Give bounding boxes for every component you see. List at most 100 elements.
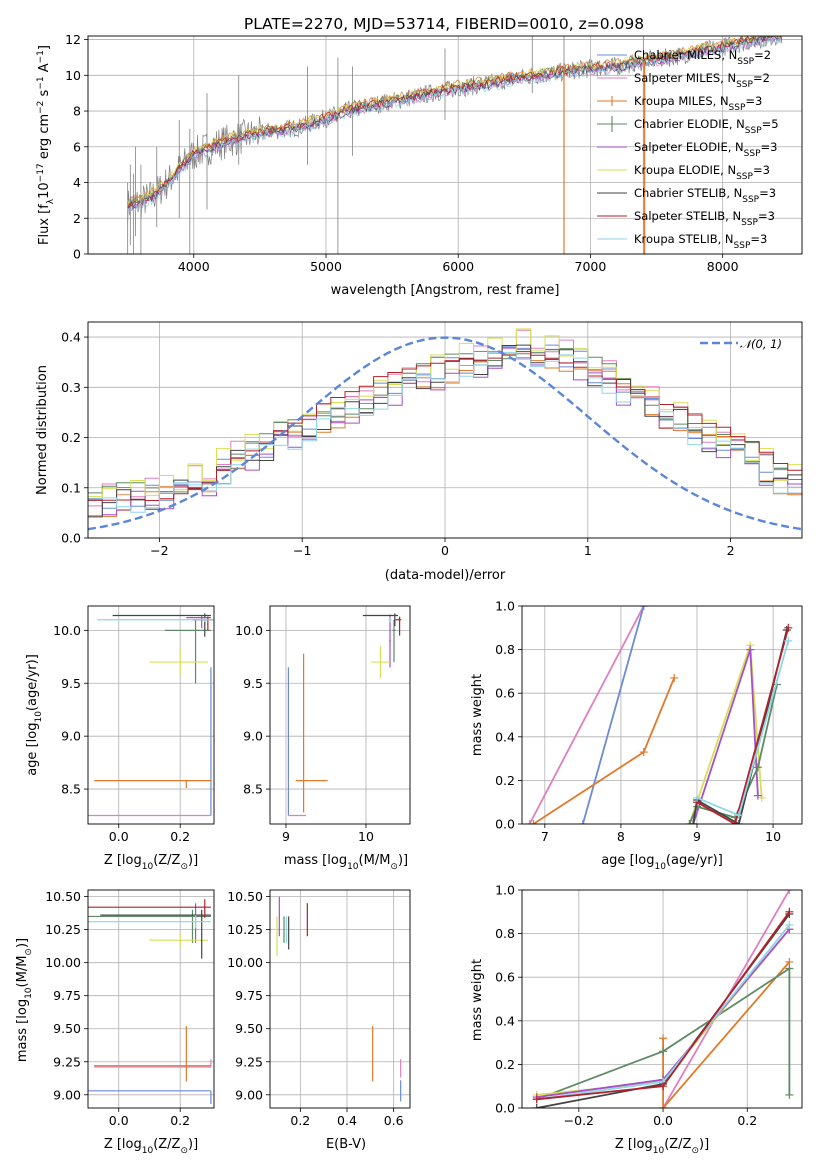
wage-marker-chabrier_elodie bbox=[685, 820, 694, 824]
spectrum-xtick-label: 7000 bbox=[575, 259, 607, 274]
wZ-ytick-label: 0.4 bbox=[495, 1013, 515, 1028]
ageZ-x-axis-label: Z [log10(Z/Z⊙)] bbox=[104, 853, 198, 872]
wage-ytick-label: 0.6 bbox=[495, 686, 515, 701]
spectrum-y-axis-label-part: −17 bbox=[36, 163, 46, 182]
wZ-marker-chabrier_elodie bbox=[785, 1090, 794, 1099]
massebv-ytick-label: 9.75 bbox=[235, 988, 263, 1003]
histogram-series-kroupa_stelib bbox=[88, 351, 802, 538]
hist-xtick-label: −1 bbox=[293, 543, 311, 558]
spectrum-y-axis-label-part: 10 bbox=[37, 182, 52, 199]
spectrum-plot-area bbox=[127, 36, 783, 254]
legend-entry-salpeter_elodie: Salpeter ELODIE, NSSP=3 bbox=[634, 140, 777, 159]
ageZ-ytick-label: 9.5 bbox=[61, 676, 81, 691]
hist-xtick-label: −2 bbox=[150, 543, 168, 558]
model-spectrum-kroupa_elodie bbox=[127, 36, 782, 206]
agemass-x-axis-label-part: mass [log bbox=[284, 853, 347, 868]
massZ-y-axis-label-part: ⊙ bbox=[24, 948, 34, 956]
legend-entry-chabrier_miles: Chabrier MILES, NSSP=2 bbox=[634, 48, 771, 67]
spectrum-panel: 4000 5000 6000 7000 8000 0 2 4 6 8 10 12 wavelength … bbox=[36, 32, 803, 298]
ageZ-x-axis-label-part: 10 bbox=[142, 862, 154, 872]
wZ-series-kroupa_miles bbox=[662, 961, 791, 1108]
model-spectrum-kroupa_stelib bbox=[127, 36, 782, 213]
hist-ytick-label: 0.4 bbox=[61, 330, 81, 345]
mass-vs-ebv-panel: 0.2 0.4 0.6 9.00 9.25 9.50 9.75 10.00 10.25 10.50… bbox=[227, 889, 411, 1152]
massZ-ytick-label: 10.00 bbox=[45, 955, 81, 970]
massZ-y-axis-label-part: )] bbox=[15, 938, 30, 948]
ageZ-x-axis-label-part: Z [log bbox=[104, 853, 142, 868]
legend-entry-salpeter_miles-part: =2 bbox=[753, 71, 770, 85]
legend-entry-chabrier_elodie: Chabrier ELODIE, NSSP=5 bbox=[634, 117, 779, 136]
spectrum-ytick-label: 0 bbox=[73, 247, 81, 262]
hist-xtick-label: 1 bbox=[584, 543, 592, 558]
wZ-marker-salpeter_stelib bbox=[532, 1095, 541, 1104]
wage-marker-kroupa_miles bbox=[639, 748, 648, 757]
ageZ-xtick-label: 0.2 bbox=[170, 829, 190, 844]
wage-marker-chabrier_miles bbox=[639, 606, 648, 610]
wage-marker-salpeter_elodie bbox=[746, 645, 755, 654]
spectrum-ytick-label: 8 bbox=[73, 104, 81, 119]
spectrum-xtick-label: 5000 bbox=[310, 259, 342, 274]
massebv-xtick-label: 0.6 bbox=[384, 1113, 404, 1128]
wage-ytick-label: 0.4 bbox=[495, 729, 515, 744]
wZ-x-axis-label-part: Z [log bbox=[615, 1137, 653, 1152]
wZ-marker-chabrier_elodie bbox=[659, 1047, 668, 1056]
agemass-x-axis-label-part: (M/M bbox=[359, 853, 391, 868]
wZ-x-axis-label: Z [log10(Z/Z⊙)] bbox=[615, 1137, 709, 1156]
histogram-series-salpeter_stelib bbox=[88, 351, 802, 538]
wage-marker-chabrier_miles bbox=[578, 820, 587, 824]
legend-entry-chabrier_stelib-part: Chabrier STELIB, N bbox=[634, 186, 742, 200]
hist-plot-area bbox=[88, 328, 802, 538]
wage-x-axis-label-part: 10 bbox=[654, 862, 666, 872]
massebv-ytick-label: 9.25 bbox=[235, 1054, 263, 1069]
agemass-plot-area bbox=[287, 613, 402, 817]
massZ-ytick-label: 9.00 bbox=[53, 1087, 81, 1102]
agemass-grid bbox=[270, 606, 410, 824]
ageZ-frame bbox=[87, 605, 215, 825]
ageZ-xtick-label: 0.0 bbox=[109, 829, 129, 844]
massebv-ytick-label: 10.50 bbox=[227, 889, 263, 904]
hist-ytick-label: 0.3 bbox=[61, 380, 81, 395]
spectrum-y-axis-label-part: Flux [f bbox=[37, 204, 52, 245]
wage-xtick-label: 10 bbox=[765, 829, 781, 844]
spectrum-y-axis-label-part: −1 bbox=[36, 50, 46, 63]
massZ-grid bbox=[88, 890, 214, 1108]
agemass-ytick-label: 9.5 bbox=[243, 676, 263, 691]
agemass-xtick-label: 10 bbox=[358, 829, 374, 844]
hist-ytick-label: 0.0 bbox=[61, 531, 81, 546]
spectrum-x-axis-label: wavelength [Angstrom, rest frame] bbox=[331, 283, 560, 298]
histogram-series-salpeter_elodie bbox=[88, 347, 802, 538]
wZ-marker-chabrier_stelib bbox=[532, 1104, 541, 1108]
wage-series-salpeter_miles bbox=[528, 606, 645, 824]
massZ-y-axis-label-part: 10 bbox=[24, 987, 34, 999]
wage-plot-area bbox=[525, 606, 793, 824]
massebv-ytick-label: 9.50 bbox=[235, 1021, 263, 1036]
massZ-x-axis-label-part: )] bbox=[188, 1137, 198, 1152]
agemass-frame bbox=[269, 605, 411, 825]
legend-entry-kroupa_stelib-part: SSP bbox=[734, 241, 751, 251]
legend-entry-salpeter_stelib-part: SSP bbox=[741, 218, 758, 228]
wZ-marker-kroupa_miles bbox=[659, 1104, 668, 1108]
spectrum-y-axis-label-part: −1 bbox=[36, 76, 46, 89]
wage-marker-kroupa_stelib bbox=[693, 793, 701, 802]
wage-y-axis-label: mass weight bbox=[470, 674, 485, 756]
wZ-x-axis-label-part: (Z/Z bbox=[664, 1137, 691, 1152]
massebv-ytick-label: 10.00 bbox=[227, 955, 263, 970]
hist-ytick-label: 0.2 bbox=[61, 430, 81, 445]
wZ-y-axis-label: mass weight bbox=[470, 959, 485, 1041]
hist-xtick-label: 0 bbox=[441, 543, 449, 558]
agemass-ytick-label: 8.5 bbox=[243, 782, 263, 797]
massZ-ytick-label: 9.75 bbox=[53, 988, 81, 1003]
wZ-grid bbox=[522, 889, 802, 1109]
ageZ-x-axis-label-part: )] bbox=[188, 853, 198, 868]
massZ-x-axis-label-part: ⊙ bbox=[180, 1146, 188, 1156]
hist-frame bbox=[87, 321, 803, 539]
legend-entry-salpeter_miles: Salpeter MILES, NSSP=2 bbox=[634, 71, 770, 90]
legend-entry-salpeter_miles-part: Salpeter MILES, N bbox=[634, 71, 736, 85]
massZ-y-axis-label: mass [log10(M/M⊙)] bbox=[15, 938, 34, 1062]
wZ-x-axis-label-part: ⊙ bbox=[691, 1146, 699, 1156]
spectrum-ytick-label: 6 bbox=[73, 139, 81, 154]
ageZ-x-axis-label-part: ⊙ bbox=[180, 862, 188, 872]
wZ-plot-area bbox=[532, 890, 794, 1108]
legend-entry-kroupa_elodie: Kroupa ELODIE, NSSP=3 bbox=[634, 163, 770, 182]
spectrum-ytick-label: 12 bbox=[65, 32, 81, 47]
